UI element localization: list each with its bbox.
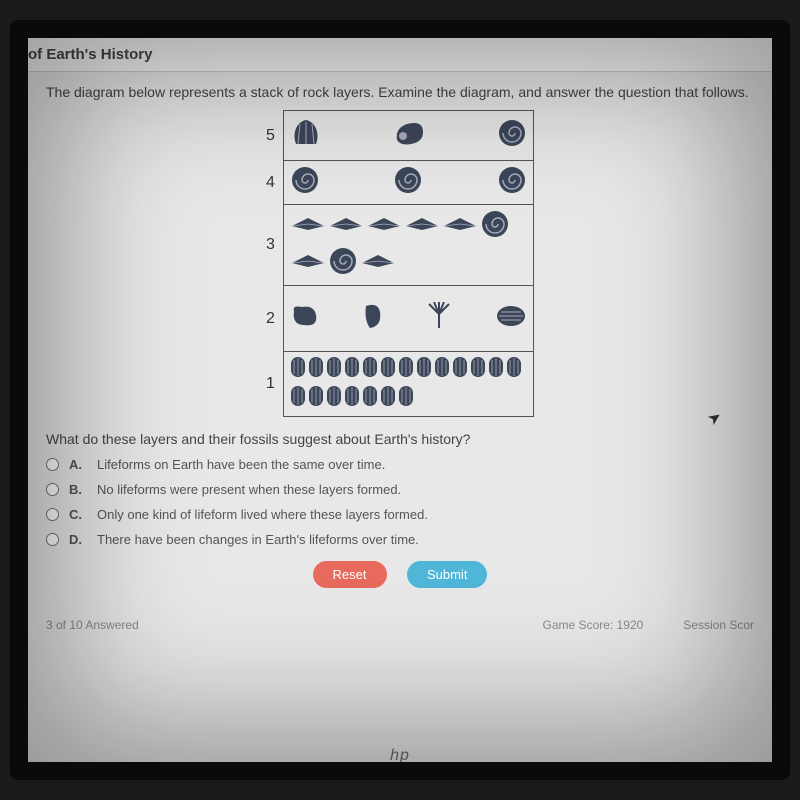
content-area: The diagram below represents a stack of … bbox=[28, 72, 772, 612]
wing-icon bbox=[360, 253, 396, 269]
answer-options: A. Lifeforms on Earth have been the same … bbox=[46, 457, 754, 547]
radio-b[interactable] bbox=[46, 483, 59, 496]
layer-label: 3 bbox=[266, 205, 283, 286]
option-d[interactable]: D. There have been changes in Earth's lif… bbox=[46, 532, 754, 547]
pill-icon bbox=[398, 385, 414, 407]
question-prompt: The diagram below represents a stack of … bbox=[46, 84, 754, 100]
option-letter: C. bbox=[69, 507, 87, 522]
layer-2 bbox=[283, 286, 533, 352]
pill-icon bbox=[344, 385, 360, 407]
layer-3 bbox=[283, 205, 533, 286]
pill-icon bbox=[362, 356, 378, 378]
rock-layer-diagram: 54321 bbox=[46, 110, 754, 417]
radio-c[interactable] bbox=[46, 508, 59, 521]
question-text: What do these layers and their fossils s… bbox=[46, 431, 754, 447]
wing-icon bbox=[328, 216, 364, 232]
page-title: of Earth's History bbox=[28, 46, 152, 63]
ammonite-icon bbox=[290, 165, 320, 195]
wing-icon bbox=[442, 216, 478, 232]
quiz-screen: of Earth's History The diagram below rep… bbox=[10, 20, 790, 780]
option-text: There have been changes in Earth's lifef… bbox=[97, 532, 419, 547]
pill-icon bbox=[290, 385, 306, 407]
pill-icon bbox=[434, 356, 450, 378]
session-score-label: Session Scor bbox=[683, 618, 754, 632]
hp-logo: hp bbox=[390, 747, 410, 765]
wing-icon bbox=[404, 216, 440, 232]
option-text: Only one kind of lifeform lived where th… bbox=[97, 507, 428, 522]
layer-label: 4 bbox=[266, 161, 283, 205]
pill-icon bbox=[362, 385, 378, 407]
ammonite-icon bbox=[393, 165, 423, 195]
pill-icon bbox=[308, 356, 324, 378]
pill-icon bbox=[380, 356, 396, 378]
blob-icon bbox=[290, 303, 318, 329]
trilobite-icon bbox=[495, 304, 527, 328]
progress-text: 3 of 10 Answered bbox=[46, 618, 139, 632]
ammonite-icon bbox=[328, 246, 358, 276]
radio-d[interactable] bbox=[46, 533, 59, 546]
button-row: Reset Submit bbox=[46, 561, 754, 588]
breadcrumb-bar: of Earth's History bbox=[28, 38, 772, 72]
pill-icon bbox=[416, 356, 432, 378]
option-letter: B. bbox=[69, 482, 87, 497]
layer-label: 2 bbox=[266, 286, 283, 352]
ammonite-icon bbox=[497, 165, 527, 195]
option-a[interactable]: A. Lifeforms on Earth have been the same … bbox=[46, 457, 754, 472]
pill-icon bbox=[470, 356, 486, 378]
pill-icon bbox=[326, 385, 342, 407]
option-text: No lifeforms were present when these lay… bbox=[97, 482, 401, 497]
pill-icon bbox=[398, 356, 414, 378]
option-c[interactable]: C. Only one kind of lifeform lived where … bbox=[46, 507, 754, 522]
option-b[interactable]: B. No lifeforms were present when these l… bbox=[46, 482, 754, 497]
game-score: Game Score: 1920 bbox=[543, 618, 644, 632]
layer-1 bbox=[283, 352, 533, 417]
ammonite-icon bbox=[497, 118, 527, 148]
pill-icon bbox=[452, 356, 468, 378]
pill-icon bbox=[326, 356, 342, 378]
layer-5 bbox=[283, 111, 533, 161]
reset-button[interactable]: Reset bbox=[313, 561, 387, 588]
scallop-icon bbox=[290, 118, 322, 148]
wing-icon bbox=[290, 253, 326, 269]
tooth-icon bbox=[360, 302, 384, 330]
option-text: Lifeforms on Earth have been the same ov… bbox=[97, 457, 385, 472]
crinoid-icon bbox=[425, 302, 453, 330]
pill-icon bbox=[506, 356, 522, 378]
pill-icon bbox=[488, 356, 504, 378]
wing-icon bbox=[290, 216, 326, 232]
footer-bar: 3 of 10 Answered Game Score: 1920 Sessio… bbox=[28, 612, 772, 632]
pill-icon bbox=[308, 385, 324, 407]
wing-icon bbox=[366, 216, 402, 232]
snail-cone-icon bbox=[393, 118, 425, 148]
layer-label: 5 bbox=[266, 111, 283, 161]
pill-icon bbox=[290, 356, 306, 378]
option-letter: D. bbox=[69, 532, 87, 547]
layer-label: 1 bbox=[266, 352, 283, 417]
option-letter: A. bbox=[69, 457, 87, 472]
pill-icon bbox=[380, 385, 396, 407]
pill-icon bbox=[344, 356, 360, 378]
layer-4 bbox=[283, 161, 533, 205]
radio-a[interactable] bbox=[46, 458, 59, 471]
submit-button[interactable]: Submit bbox=[407, 561, 487, 588]
ammonite-icon bbox=[480, 209, 510, 239]
